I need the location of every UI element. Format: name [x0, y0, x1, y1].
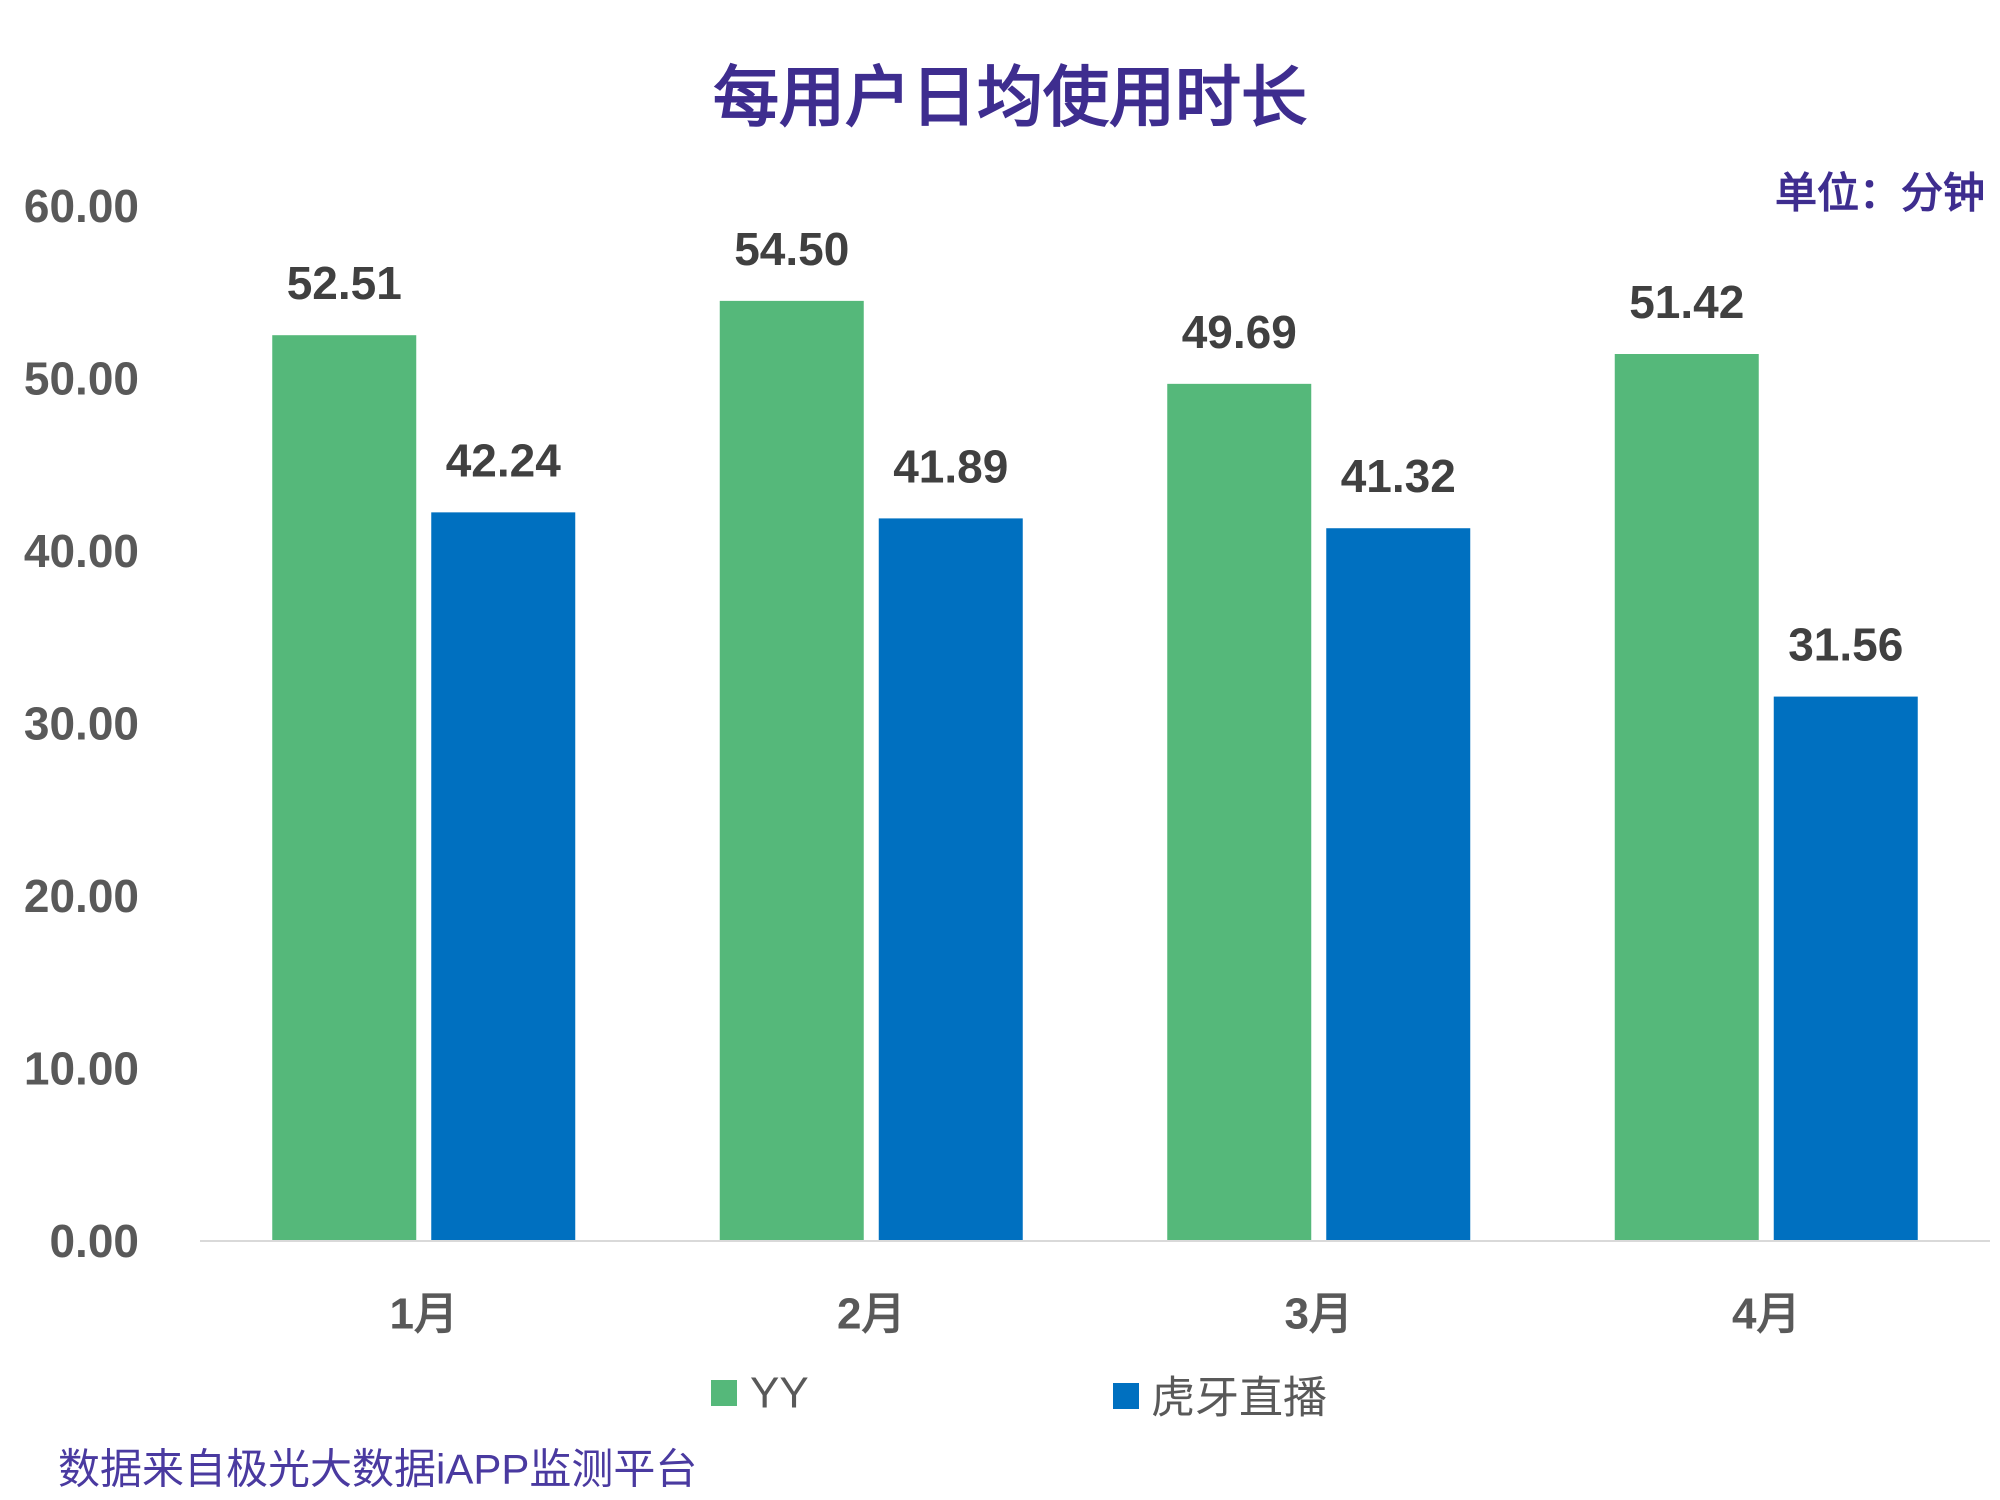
legend-label-yy: YY — [750, 1369, 809, 1418]
data-label-yy-month-1: 52.51 — [287, 257, 402, 309]
unit-label: 单位：分钟 — [1775, 170, 1985, 217]
y-tick-label-5: 50.00 — [24, 353, 139, 405]
y-axis: 0.00 10.00 20.00 30.00 40.00 50.00 60.00 — [24, 180, 139, 1267]
bar-huya-month-1 — [431, 512, 576, 1241]
data-label-yy-month-4: 51.42 — [1629, 276, 1744, 328]
bars — [272, 300, 1918, 1241]
x-axis: 1月 2月 3月 4月 — [390, 1290, 1801, 1339]
legend: YY 虎牙直播 — [711, 1369, 1327, 1423]
y-tick-label-6: 60.00 — [24, 180, 139, 232]
y-tick-label-0: 0.00 — [49, 1215, 139, 1267]
source-note: 数据来自极光大数据iAPP监测平台 — [58, 1446, 697, 1493]
legend-item-yy: YY — [711, 1369, 809, 1418]
data-label-yy-month-3: 49.69 — [1182, 306, 1297, 358]
x-category-label-3: 3月 — [1285, 1290, 1353, 1339]
data-label-yy-month-2: 54.50 — [734, 223, 849, 275]
bar-huya-month-3 — [1326, 528, 1471, 1241]
y-tick-label-1: 10.00 — [24, 1043, 139, 1095]
data-label-huya-month-4: 31.56 — [1788, 619, 1903, 671]
data-label-huya-month-3: 41.32 — [1341, 450, 1456, 502]
legend-label-huya: 虎牙直播 — [1151, 1374, 1327, 1423]
legend-item-huya: 虎牙直播 — [1113, 1374, 1327, 1423]
x-category-label-1: 1月 — [390, 1290, 458, 1339]
legend-swatch-yy — [711, 1380, 737, 1406]
data-label-huya-month-1: 42.24 — [446, 434, 562, 486]
bar-yy-month-1 — [272, 335, 417, 1241]
data-label-huya-month-2: 41.89 — [893, 440, 1008, 492]
y-tick-label-3: 30.00 — [24, 698, 139, 750]
bar-yy-month-3 — [1167, 383, 1312, 1241]
legend-swatch-huya — [1113, 1383, 1139, 1409]
y-tick-label-4: 40.00 — [24, 525, 139, 577]
data-labels: 52.51 42.24 54.50 41.89 49.69 41.32 51.42 31.56 — [287, 223, 1904, 671]
bar-yy-month-4 — [1614, 354, 1759, 1241]
x-category-label-4: 4月 — [1732, 1290, 1800, 1339]
bar-yy-month-2 — [719, 300, 864, 1241]
chart-title: 每用户日均使用时长 — [713, 60, 1307, 134]
bar-huya-month-4 — [1773, 696, 1918, 1241]
bar-huya-month-2 — [878, 518, 1023, 1241]
x-category-label-2: 2月 — [837, 1290, 905, 1339]
y-tick-label-2: 20.00 — [24, 870, 139, 922]
